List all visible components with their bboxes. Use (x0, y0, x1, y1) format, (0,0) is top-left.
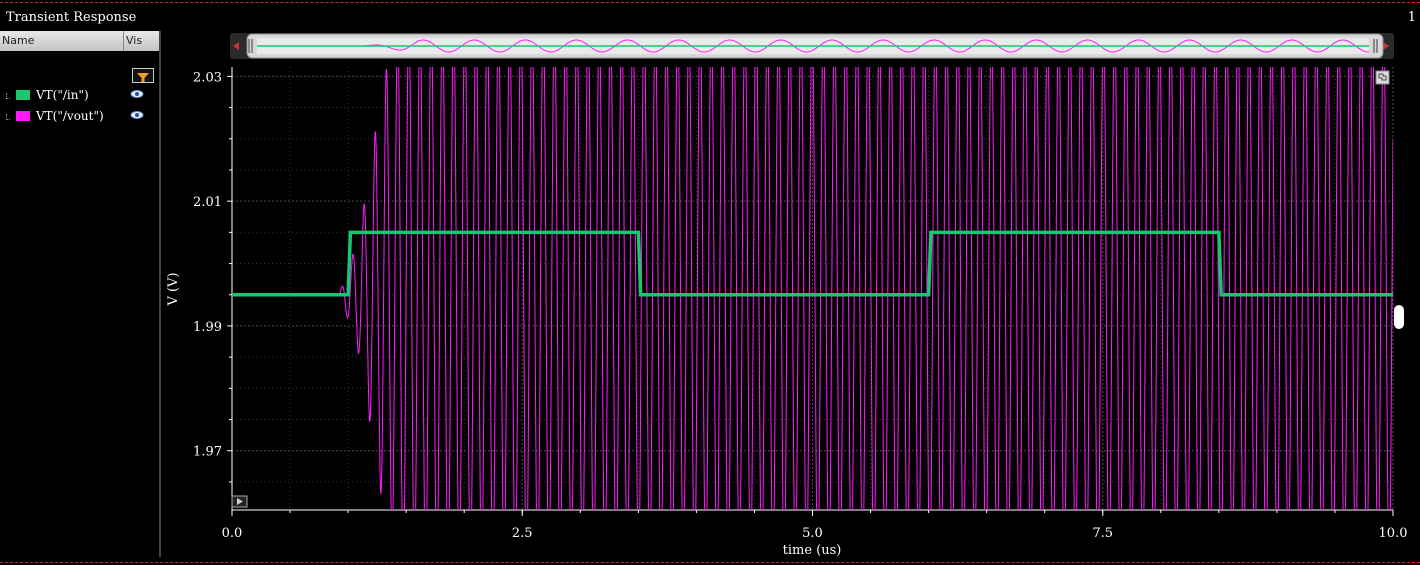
scroll-left-arrow-icon[interactable] (233, 42, 239, 50)
legend-item-vout[interactable]: VT("/vout") (0, 108, 159, 126)
y-tick-label: 2.01 (193, 195, 222, 210)
series-color-swatch (16, 111, 30, 121)
filter-icon (137, 73, 149, 82)
legend-item-in[interactable]: VT("/in") (0, 87, 159, 105)
x-tick-label: 10.0 (1379, 526, 1408, 541)
window-bottom-border (0, 562, 1420, 563)
x-tick-label: 2.5 (512, 526, 533, 541)
plot-series (232, 67, 1393, 510)
y-tick-label: 1.97 (193, 445, 222, 460)
legend-panel: Name Vis VT("/in") VT("/vout") (0, 31, 161, 557)
window-corner-label: 1 (1407, 10, 1416, 25)
scroll-right-arrow-icon[interactable] (1383, 42, 1389, 50)
window-top-border (0, 2, 1420, 3)
tree-connector-icon (6, 114, 10, 120)
legend-item-label: VT("/in") (36, 88, 89, 102)
expand-button[interactable] (1375, 70, 1390, 85)
play-icon (237, 498, 243, 505)
y-tick-label: 1.99 (193, 320, 222, 335)
vertical-scroll-handle[interactable] (1394, 305, 1404, 329)
legend-item-label: VT("/vout") (36, 109, 104, 123)
axis-ticks: 0.0 2.5 5.0 7.5 10.0 1.97 1.99 2.01 2.03 (193, 70, 1407, 541)
eye-icon[interactable] (130, 89, 144, 99)
x-axis-label: time (us) (783, 543, 842, 558)
y-tick-label: 2.03 (193, 70, 222, 85)
x-tick-label: 5.0 (802, 526, 823, 541)
filter-button[interactable] (132, 68, 154, 83)
tree-connector-icon (6, 93, 10, 99)
overview-line-vout (257, 39, 1370, 53)
play-button[interactable] (231, 495, 248, 508)
legend-column-name[interactable]: Name (2, 34, 35, 47)
legend-column-vis[interactable]: Vis (126, 34, 143, 47)
eye-icon[interactable] (130, 110, 144, 120)
window-title: Transient Response (6, 10, 137, 25)
series-line-in (232, 230, 1393, 297)
plot-grid (232, 67, 1394, 510)
legend-header: Name Vis (0, 31, 159, 51)
overview-waveform (257, 39, 1370, 53)
y-axis-label: V (V) (166, 272, 181, 306)
x-tick-label: 0.0 (222, 526, 243, 541)
series-color-swatch (16, 90, 30, 100)
column-divider[interactable] (123, 31, 124, 51)
x-tick-label: 7.5 (1092, 526, 1113, 541)
